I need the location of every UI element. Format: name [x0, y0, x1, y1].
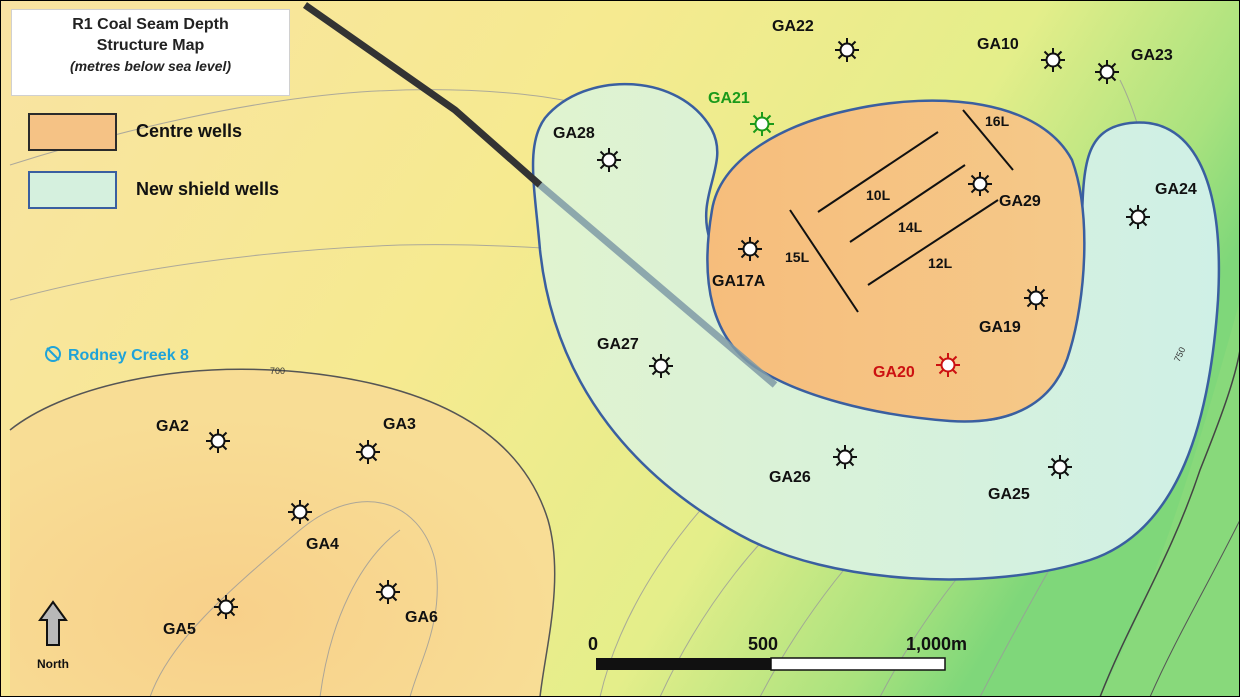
well-label-ga3: GA3 — [383, 416, 416, 433]
well-symbol-icon-ga4 — [287, 499, 313, 525]
well-label-ga20: GA20 — [873, 364, 915, 381]
well-symbol-icon-ga17a — [737, 236, 763, 262]
well-label-ga6: GA6 — [405, 609, 438, 626]
fault-line-shield — [537, 182, 778, 388]
legend-swatch-shield — [28, 171, 117, 209]
well-label-ga22: GA22 — [772, 18, 814, 35]
contour-750-line — [1099, 349, 1240, 697]
well-label-ga2: GA2 — [156, 418, 189, 435]
lateral-label-16l: 16L — [985, 113, 1010, 129]
contour-label-700: 700 — [270, 366, 285, 376]
scale-label-500: 500 — [748, 634, 778, 654]
well-label-ga27: GA27 — [597, 336, 639, 353]
legend-label-centre: Centre wells — [136, 121, 243, 141]
well-label-ga29: GA29 — [999, 193, 1041, 210]
well-symbol-icon-ga6 — [375, 579, 401, 605]
contour-line-deep — [1149, 519, 1240, 697]
scale-bar: 0 500 1,000m — [588, 634, 967, 671]
well-symbol-icon-ga22 — [834, 37, 860, 63]
legend-swatch-centre — [28, 113, 117, 151]
lateral-lines — [789, 109, 1014, 313]
north-arrow-icon — [38, 600, 68, 646]
well-symbol-icon-ga25 — [1047, 454, 1073, 480]
well-label-ga10: GA10 — [977, 36, 1019, 53]
well-label-ga28: GA28 — [553, 125, 595, 142]
well-symbol-icon-ga5 — [213, 594, 239, 620]
north-label: North — [37, 657, 69, 671]
lateral-label-15l: 15L — [785, 249, 810, 265]
rodney-creek-label: Rodney Creek 8 — [68, 347, 189, 364]
well-symbol-icon-ga27 — [648, 353, 674, 379]
lateral-label-10l: 10L — [866, 187, 891, 203]
well-symbol-icon-ga24 — [1125, 204, 1151, 230]
well-label-ga24: GA24 — [1155, 181, 1197, 198]
well-symbol-icon-ga21 — [749, 111, 775, 137]
lateral-label-14l: 14L — [898, 219, 923, 235]
well-label-ga5: GA5 — [163, 621, 196, 638]
well-label-ga25: GA25 — [988, 486, 1030, 503]
scale-label-0: 0 — [588, 634, 598, 654]
well-label-ga23: GA23 — [1131, 47, 1173, 64]
well-label-ga4: GA4 — [306, 536, 339, 553]
map-title-box: R1 Coal Seam Depth Structure Map (metres… — [11, 9, 290, 96]
map-title-units: (metres below sea level) — [69, 58, 232, 74]
well-label-ga21: GA21 — [708, 90, 750, 107]
well-symbol-icon-ga28 — [596, 147, 622, 173]
abandoned-well-icon — [45, 346, 61, 362]
well-symbol-icon-ga19 — [1023, 285, 1049, 311]
well-symbol-icon-ga20 — [935, 352, 961, 378]
well-symbol-icon-ga10 — [1040, 47, 1066, 73]
lateral-label-12l: 12L — [928, 255, 953, 271]
contour-700-line — [9, 368, 556, 697]
fault-line — [302, 2, 543, 188]
well-symbol-icon-ga26 — [832, 444, 858, 470]
well-symbol-icon-ga23 — [1094, 59, 1120, 85]
well-markers: GA22 GA10 GA23 GA21 GA28 GA29 GA24 GA17A… — [156, 18, 1197, 638]
well-label-ga17a: GA17A — [712, 273, 766, 290]
well-label-ga19: GA19 — [979, 319, 1021, 336]
well-symbol-icon-ga3 — [355, 439, 381, 465]
deep-zone — [1100, 300, 1240, 697]
contour-700-area — [10, 369, 555, 697]
map-title-line2: Structure Map — [96, 37, 205, 54]
well-label-ga26: GA26 — [769, 469, 811, 486]
well-symbol-icon-ga29 — [967, 171, 993, 197]
scale-label-1000: 1,000m — [906, 634, 967, 654]
map-title-line1: R1 Coal Seam Depth — [72, 16, 229, 33]
legend-label-shield: New shield wells — [136, 179, 280, 199]
well-symbol-icon-ga2 — [205, 428, 231, 454]
